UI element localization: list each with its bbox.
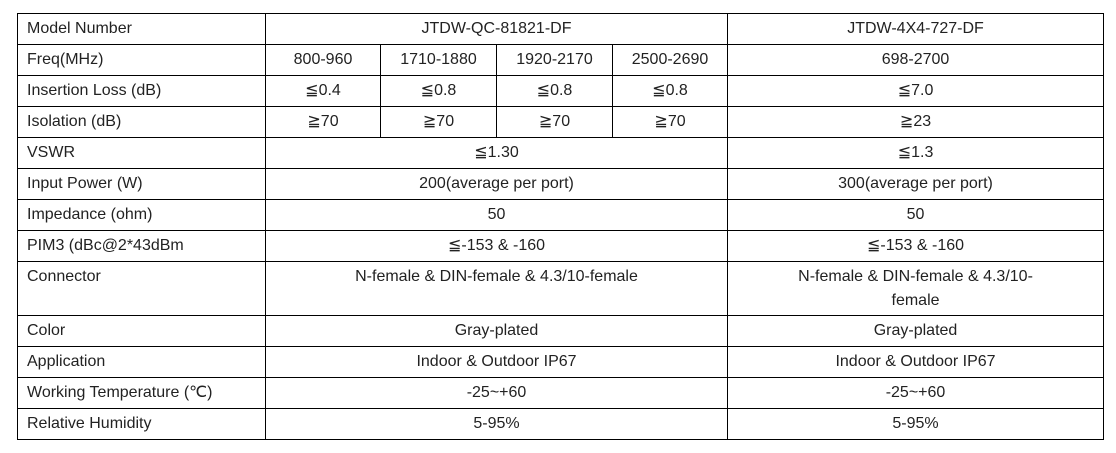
row-label: Working Temperature (℃) [17, 377, 266, 409]
table-cell: ≦0.8 [611, 75, 729, 107]
row-label: Input Power (W) [17, 168, 266, 200]
table-cell: Indoor & Outdoor IP67 [264, 346, 729, 378]
table-cell: 50 [264, 199, 729, 231]
table-row: Model Number JTDW-QC-81821-DF JTDW-4X4-727… [17, 13, 1105, 45]
table-row: Connector N-female & DIN-female & 4.3/10-… [17, 261, 1105, 316]
table-cell: JTDW-QC-81821-DF [264, 13, 729, 45]
table-row: Impedance (ohm) 50 50 [17, 199, 1105, 231]
row-label: PIM3 (dBc@2*43dBm [17, 230, 266, 262]
table-cell: Indoor & Outdoor IP67 [727, 346, 1105, 378]
table-cell: ≧70 [265, 106, 381, 138]
table-cell: ≧70 [496, 106, 613, 138]
table-cell: JTDW-4X4-727-DF [727, 13, 1105, 45]
table-cell: N-female & DIN-female & 4.3/10-female [264, 261, 729, 316]
table-row: PIM3 (dBc@2*43dBm ≦-153 & -160 ≦-153 & -16… [17, 230, 1105, 262]
row-label: Model Number [17, 13, 266, 45]
table-row: Application Indoor & Outdoor IP67 Indoor &… [17, 346, 1105, 378]
table-cell: -25~+60 [727, 377, 1105, 409]
table-row: Input Power (W) 200(average per port) 300(… [17, 168, 1105, 200]
table-row: VSWR ≦1.30 ≦1.3 [17, 137, 1105, 169]
table-cell: ≦0.4 [265, 75, 381, 107]
table-row: Relative Humidity 5-95% 5-95% [17, 408, 1105, 440]
table-cell: Gray-plated [264, 315, 729, 347]
table-cell: Gray-plated [727, 315, 1105, 347]
table-cell: ≦1.30 [264, 137, 729, 169]
row-label: Color [17, 315, 266, 347]
table-cell: ≧70 [611, 106, 729, 138]
table-cell: 800-960 [265, 44, 381, 76]
table-cell: ≦0.8 [380, 75, 497, 107]
table-row: Insertion Loss (dB) ≦0.4 ≦0.8 ≦0.8 ≦0.8 ≦7.0 [17, 75, 1105, 107]
row-label: Application [17, 346, 266, 378]
table-cell: N-female & DIN-female & 4.3/10-female [727, 261, 1105, 316]
table-cell: ≧23 [727, 106, 1105, 138]
row-label: Insertion Loss (dB) [17, 75, 266, 107]
table-cell: ≦1.3 [727, 137, 1105, 169]
row-label: Isolation (dB) [17, 106, 266, 138]
table-row: Color Gray-plated Gray-plated [17, 315, 1105, 347]
table-cell: ≧70 [380, 106, 497, 138]
table-body: Model Number JTDW-QC-81821-DF JTDW-4X4-727… [17, 13, 1105, 440]
row-label: Freq(MHz) [17, 44, 266, 76]
row-label: Connector [17, 261, 266, 316]
table-cell: ≦0.8 [496, 75, 613, 107]
table-cell: 2500-2690 [611, 44, 729, 76]
table-cell: 5-95% [727, 408, 1105, 440]
table-cell: ≦7.0 [727, 75, 1105, 107]
table-cell: 300(average per port) [727, 168, 1105, 200]
table-cell: 1920-2170 [496, 44, 613, 76]
row-label: Relative Humidity [17, 408, 266, 440]
table-cell: -25~+60 [264, 377, 729, 409]
table-row: Isolation (dB) ≧70 ≧70 ≧70 ≧70 ≧23 [17, 106, 1105, 138]
spec-table: Model Number JTDW-QC-81821-DF JTDW-4X4-727… [17, 13, 1105, 440]
table-cell: 5-95% [264, 408, 729, 440]
table-cell: 698-2700 [727, 44, 1105, 76]
row-label: VSWR [17, 137, 266, 169]
table-cell: ≦-153 & -160 [727, 230, 1105, 262]
row-label: Impedance (ohm) [17, 199, 266, 231]
table-row: Freq(MHz) 800-960 1710-1880 1920-2170 2500-2… [17, 44, 1105, 76]
table-cell: ≦-153 & -160 [264, 230, 729, 262]
table-cell: 50 [727, 199, 1105, 231]
table-cell: 200(average per port) [264, 168, 729, 200]
table-cell: 1710-1880 [380, 44, 497, 76]
table-row: Working Temperature (℃) -25~+60 -25~+60 [17, 377, 1105, 409]
